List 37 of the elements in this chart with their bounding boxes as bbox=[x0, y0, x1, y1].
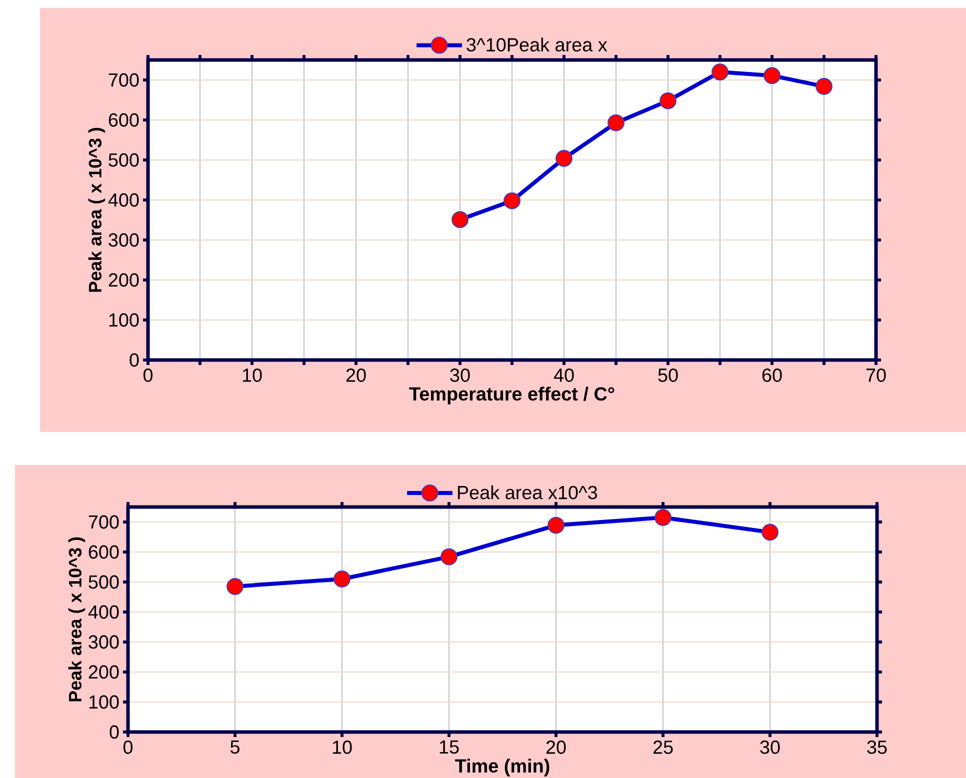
x-tick-label: 70 bbox=[866, 368, 886, 382]
y-tick-label: 0 bbox=[130, 353, 139, 367]
x-tick-label: 25 bbox=[653, 740, 673, 754]
legend-label: Peak area x10^3 bbox=[458, 485, 598, 500]
x-axis-title: Temperature effect / C° bbox=[409, 386, 614, 404]
x-tick-label: 15 bbox=[440, 740, 459, 754]
x-tick-label: 50 bbox=[658, 368, 678, 382]
x-tick-label: 10 bbox=[242, 368, 262, 382]
y-tick-label: 600 bbox=[108, 113, 139, 127]
y-tick-label: 200 bbox=[88, 665, 119, 679]
y-tick-label: 200 bbox=[108, 273, 139, 287]
legend-label: 3^10Peak area x bbox=[466, 38, 608, 52]
y-tick-label: 700 bbox=[88, 515, 119, 529]
x-tick-label: 30 bbox=[760, 740, 780, 754]
y-tick-label: 500 bbox=[88, 575, 119, 589]
x-tick-label: 10 bbox=[332, 740, 352, 754]
x-tick-label: 0 bbox=[143, 368, 153, 382]
y-tick-label: 100 bbox=[89, 695, 119, 709]
x-tick-label: 35 bbox=[867, 740, 887, 754]
y-tick-label: 300 bbox=[88, 635, 119, 649]
x-tick-label: 20 bbox=[546, 740, 566, 754]
y-axis-title: Peak area ( x 10^3 ) bbox=[88, 128, 106, 292]
x-tick-label: 5 bbox=[230, 740, 240, 754]
y-tick-label: 300 bbox=[108, 233, 139, 247]
y-tick-label: 100 bbox=[109, 313, 139, 327]
y-tick-label: 0 bbox=[110, 725, 119, 739]
y-tick-label: 400 bbox=[88, 605, 119, 619]
y-tick-label: 400 bbox=[108, 193, 139, 207]
x-axis-title: Time (min) bbox=[455, 758, 550, 776]
x-tick-label: 30 bbox=[450, 368, 470, 382]
x-tick-label: 40 bbox=[554, 368, 574, 382]
y-tick-label: 500 bbox=[108, 153, 139, 167]
y-tick-label: 700 bbox=[108, 73, 139, 87]
x-tick-label: 20 bbox=[346, 368, 366, 382]
y-axis-title: Peak area ( x 10^3 ) bbox=[68, 537, 86, 702]
y-tick-label: 600 bbox=[88, 545, 119, 559]
x-tick-label: 60 bbox=[762, 368, 782, 382]
